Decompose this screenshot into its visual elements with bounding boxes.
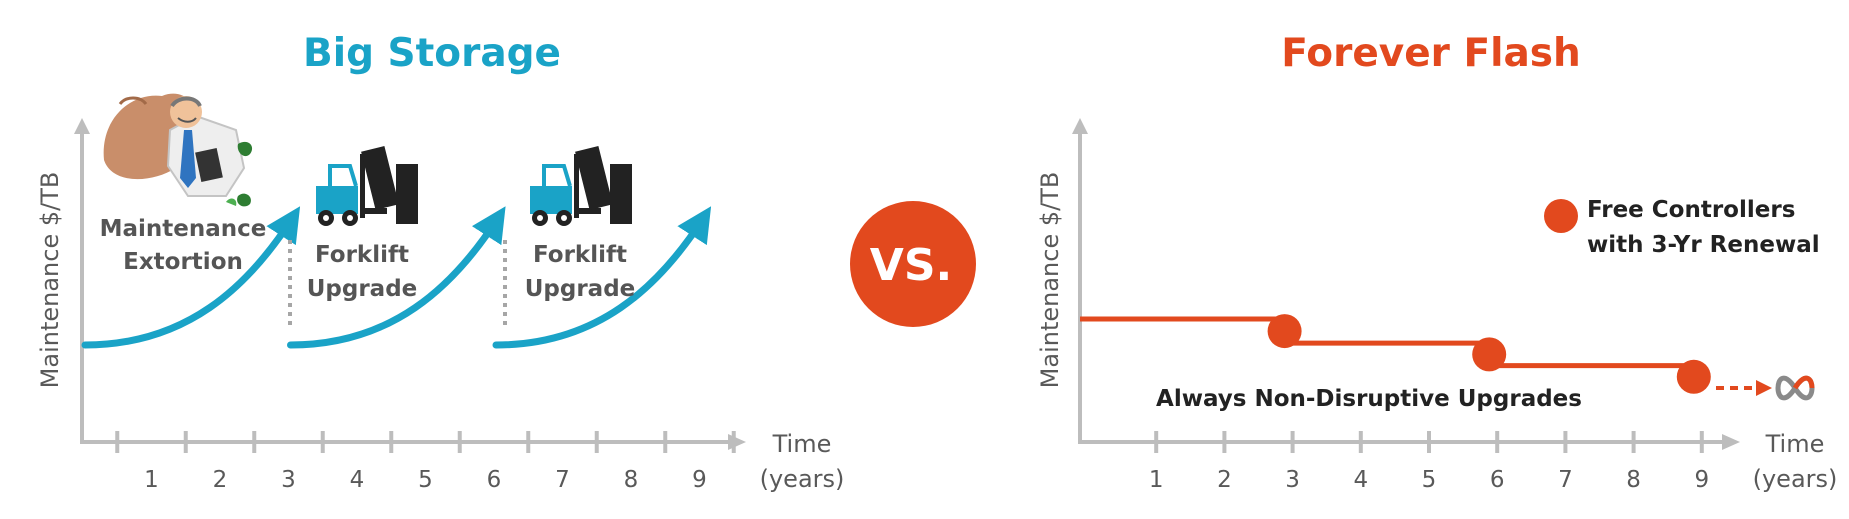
chart-forever-flash: Forever Flash Maintenance $/TB 1 2 3 4 5 6 7 8 9… [1036,31,1837,493]
x-axis-arrowhead [728,434,746,450]
x-tick-label: 2 [1217,467,1232,493]
x-tick-label: 9 [692,467,707,493]
x-tick-label: 9 [1694,467,1709,493]
x-tick-label: 3 [281,467,296,493]
annotation-forklift: Forklift [315,242,409,268]
y-axis-arrowhead [1072,118,1088,134]
chart-title: Forever Flash [1281,31,1581,76]
vs-circle [850,201,976,327]
x-axis-label-years: (years) [1753,465,1838,493]
x-tick-label: 5 [418,467,433,493]
businessman-money-icon [103,93,253,207]
x-ticks [1154,431,1704,453]
x-tick-label: 6 [487,467,502,493]
cost-curve [81,206,301,349]
annotation-extortion: Extortion [123,249,243,275]
legend-label: Free Controllers [1587,197,1795,223]
cost-curve [492,206,712,349]
x-tick-labels: 1 2 3 4 5 6 7 8 9 [1149,467,1709,493]
y-axis-label: Maintenance $/TB [1036,172,1064,389]
y-axis-label: Maintenance $/TB [36,172,64,389]
x-tick-label: 1 [1149,467,1164,493]
legend-label: with 3-Yr Renewal [1587,232,1820,258]
vs-label: VS. [870,240,952,291]
x-tick-label: 4 [1353,467,1368,493]
x-tick-labels: 1 2 3 4 5 6 7 8 9 [144,467,707,493]
cost-step-line [1080,316,1697,388]
chart-title: Big Storage [303,31,561,76]
x-tick-label: 3 [1285,467,1300,493]
x-ticks [115,431,736,453]
x-axis-label-years: (years) [760,465,845,493]
x-tick-label: 8 [1626,467,1641,493]
x-tick-label: 1 [144,467,159,493]
controller-renewal-point [1472,337,1507,372]
legend: Free Controllers with 3-Yr Renewal [1544,197,1820,258]
vs-badge: VS. [850,201,976,327]
infinity-icon [1775,375,1815,401]
legend-marker [1544,199,1578,233]
x-axis-arrowhead [1722,434,1740,450]
controller-renewal-point [1676,359,1711,394]
annotation-upgrade: Upgrade [307,276,418,302]
x-tick-label: 7 [1558,467,1573,493]
controller-renewal-point [1267,314,1302,349]
annotation-forklift: Forklift [533,242,627,268]
x-tick-label: 8 [624,467,639,493]
x-tick-label: 7 [555,467,570,493]
chart-big-storage: Big Storage Maintenance $/TB 1 2 3 4 5 6 7 8 9 T… [36,31,844,493]
y-axis-arrowhead [74,118,90,134]
x-axis-label-time: Time [772,430,832,458]
series-group [81,206,712,349]
continuation-arrowhead [1756,380,1772,396]
forklift-icon [316,145,418,226]
annotation-non-disruptive: Always Non-Disruptive Upgrades [1156,386,1582,412]
x-tick-label: 4 [350,467,365,493]
annotation-upgrade: Upgrade [525,276,636,302]
x-tick-label: 2 [213,467,228,493]
x-tick-label: 5 [1422,467,1437,493]
cost-curve [287,206,506,349]
forklift-icon [530,145,632,226]
x-tick-label: 6 [1490,467,1505,493]
annotation-maintenance: Maintenance [100,216,267,242]
series-group [1080,314,1711,394]
x-axis-label-time: Time [1765,430,1825,458]
